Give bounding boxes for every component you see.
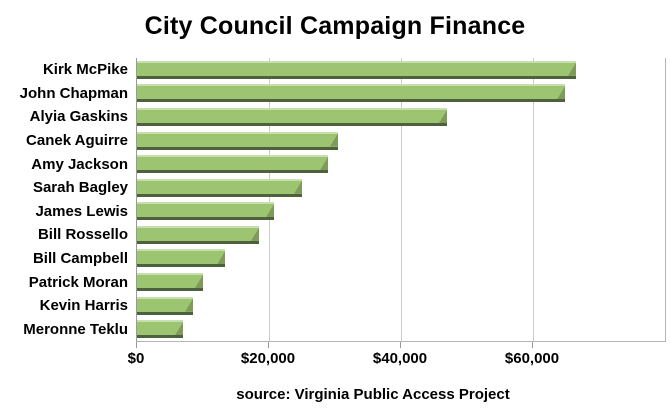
category-label: Alyia Gaskins xyxy=(29,108,128,126)
bar xyxy=(137,225,259,244)
category-label: Kevin Harris xyxy=(39,297,128,315)
bar-row xyxy=(137,317,665,341)
category-label: Bill Campbell xyxy=(32,249,128,267)
bar xyxy=(137,155,328,174)
bars xyxy=(137,58,665,341)
bar-row xyxy=(137,58,665,82)
x-tick-mark xyxy=(268,342,269,348)
category-label: John Chapman xyxy=(19,84,128,102)
bar-row xyxy=(137,294,665,318)
gridline xyxy=(401,58,402,341)
x-tick-label: $60,000 xyxy=(504,350,560,367)
category-label: Bill Rossello xyxy=(37,226,128,244)
category-label: Amy Jackson xyxy=(31,155,128,173)
bar xyxy=(137,296,193,315)
gridline xyxy=(533,58,534,341)
x-tick-label: $20,000 xyxy=(240,350,296,367)
x-tick-label: $40,000 xyxy=(372,350,428,367)
x-axis: $0 $20,000 $40,000 $60,000 xyxy=(0,342,670,378)
x-tick-label: $0 xyxy=(127,350,145,367)
bar-row xyxy=(137,176,665,200)
chart-title: City Council Campaign Finance xyxy=(144,12,526,40)
category-label: Patrick Moran xyxy=(28,273,128,291)
category-label: James Lewis xyxy=(35,202,128,220)
category-label: Canek Aguirre xyxy=(26,132,128,150)
x-tick-mark xyxy=(136,342,137,348)
bar xyxy=(137,84,565,103)
bar xyxy=(137,60,576,79)
source-caption: source: Virginia Public Access Project xyxy=(236,386,510,403)
bar xyxy=(137,320,183,339)
bar-row xyxy=(137,200,665,224)
bar-row xyxy=(137,247,665,271)
category-labels: Kirk McPike John Chapman Alyia Gaskins Cane… xyxy=(0,58,128,341)
bar-row xyxy=(137,223,665,247)
bar-row xyxy=(137,270,665,294)
bar xyxy=(137,202,274,221)
plot-area xyxy=(136,58,666,342)
bar xyxy=(137,131,338,150)
gridline xyxy=(269,58,270,341)
bar-row xyxy=(137,129,665,153)
category-label: Meronne Teklu xyxy=(23,320,128,338)
bar-row xyxy=(137,152,665,176)
bar xyxy=(137,249,225,268)
bar xyxy=(137,107,447,126)
bar xyxy=(137,273,203,292)
x-tick-mark xyxy=(532,342,533,348)
category-label: Sarah Bagley xyxy=(32,179,128,197)
bar-row xyxy=(137,82,665,106)
bar-row xyxy=(137,105,665,129)
bar xyxy=(137,178,302,197)
category-label: Kirk McPike xyxy=(42,61,128,79)
x-tick-mark xyxy=(400,342,401,348)
